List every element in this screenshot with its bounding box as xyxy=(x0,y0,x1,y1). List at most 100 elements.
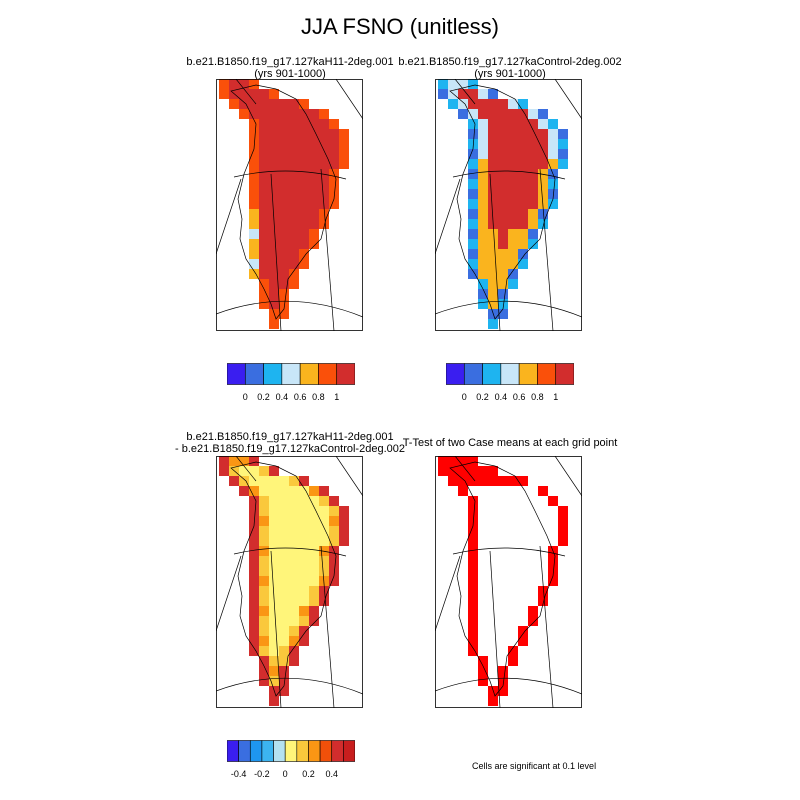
map-cell xyxy=(299,486,309,496)
map-cell xyxy=(299,556,309,566)
map-cell xyxy=(289,646,299,656)
map-cell xyxy=(289,606,299,616)
map-cell xyxy=(498,189,508,199)
map-frame xyxy=(435,456,582,708)
colorbar-labels-top-left: 0 0.2 0.4 0.6 0.8 1 xyxy=(227,392,355,404)
map-cell xyxy=(309,179,319,189)
map-cell xyxy=(239,476,249,486)
map-cell xyxy=(279,259,289,269)
map-cell xyxy=(558,149,568,159)
map-cell xyxy=(468,249,478,259)
map-cell xyxy=(488,239,498,249)
meridian-line xyxy=(554,79,582,120)
map-cell xyxy=(319,139,329,149)
map-cell xyxy=(289,259,299,269)
map-cell xyxy=(478,149,488,159)
map-cell xyxy=(249,179,259,189)
map-cell xyxy=(508,159,518,169)
map-cell xyxy=(269,566,279,576)
map-cell xyxy=(299,476,309,486)
map-cell xyxy=(468,199,478,209)
map-cell xyxy=(249,456,259,466)
map-cell xyxy=(309,576,319,586)
map-cell xyxy=(289,656,299,666)
map-cell xyxy=(508,646,518,656)
map-cell xyxy=(299,516,309,526)
map-cell xyxy=(508,279,518,289)
map-cell xyxy=(289,616,299,626)
panel-title-line2: (yrs 901-1000) xyxy=(474,68,546,80)
map-cell xyxy=(259,506,269,516)
map-cell xyxy=(438,456,448,466)
map-cell xyxy=(299,139,309,149)
map-cell xyxy=(518,159,528,169)
map-cell xyxy=(279,606,289,616)
meridian-line xyxy=(454,456,476,482)
map-cell xyxy=(279,239,289,249)
map-cell xyxy=(289,546,299,556)
map-cell xyxy=(309,556,319,566)
map-cell xyxy=(508,119,518,129)
map-cell xyxy=(538,596,548,606)
panel-title-bottom-right: T-Test of two Case means at each grid po… xyxy=(360,437,660,449)
map-cell xyxy=(538,139,548,149)
map-cell xyxy=(498,139,508,149)
map-cell xyxy=(279,556,289,566)
map-cell xyxy=(219,89,229,99)
map-cell xyxy=(478,249,488,259)
map-cell xyxy=(299,566,309,576)
map-cell xyxy=(279,219,289,229)
colorbar-swatch xyxy=(331,740,344,762)
map-cell xyxy=(249,109,259,119)
map-cell xyxy=(289,239,299,249)
map-cell xyxy=(548,149,558,159)
map-cell xyxy=(289,129,299,139)
map-cell xyxy=(249,586,259,596)
map-cell xyxy=(498,129,508,139)
map-cell xyxy=(478,169,488,179)
map-cell xyxy=(289,496,299,506)
parallel-line xyxy=(216,300,363,318)
map-cell xyxy=(279,586,289,596)
map-cell xyxy=(468,159,478,169)
map-cell xyxy=(558,139,568,149)
colorbar-swatch xyxy=(336,363,355,385)
map-cell xyxy=(329,536,339,546)
map-cell xyxy=(478,219,488,229)
map-cell xyxy=(518,99,528,109)
map-cell xyxy=(259,556,269,566)
map-cell xyxy=(299,596,309,606)
map-cell xyxy=(289,219,299,229)
map-cell xyxy=(299,229,309,239)
map-cell xyxy=(289,149,299,159)
parallel-line xyxy=(452,170,566,180)
meridian-line xyxy=(435,178,461,255)
map-cell xyxy=(249,99,259,109)
map-cell xyxy=(448,456,458,466)
map-cell xyxy=(478,119,488,129)
map-cell xyxy=(329,566,339,576)
colorbar-tick-label: 0.8 xyxy=(312,392,325,402)
parallel-line xyxy=(435,677,582,695)
map-cell xyxy=(289,476,299,486)
meridian-line xyxy=(554,456,582,497)
map-cell xyxy=(319,209,329,219)
map-cell xyxy=(488,199,498,209)
map-cell xyxy=(498,229,508,239)
map-cell xyxy=(309,199,319,209)
map-cell xyxy=(309,119,319,129)
map-cell xyxy=(259,516,269,526)
map-cell xyxy=(269,466,279,476)
map-cell xyxy=(259,666,269,676)
map-cell xyxy=(458,89,468,99)
map-cell xyxy=(518,229,528,239)
panel-title-line1: b.e21.B1850.f19_g17.127kaH11-2deg.001 xyxy=(186,431,394,443)
map-cell xyxy=(329,526,339,536)
map-cell xyxy=(528,616,538,626)
map-cell xyxy=(508,249,518,259)
map-cell xyxy=(259,596,269,606)
map-cell xyxy=(488,209,498,219)
map-cell xyxy=(269,476,279,486)
map-cell xyxy=(299,586,309,596)
map-cell xyxy=(239,466,249,476)
